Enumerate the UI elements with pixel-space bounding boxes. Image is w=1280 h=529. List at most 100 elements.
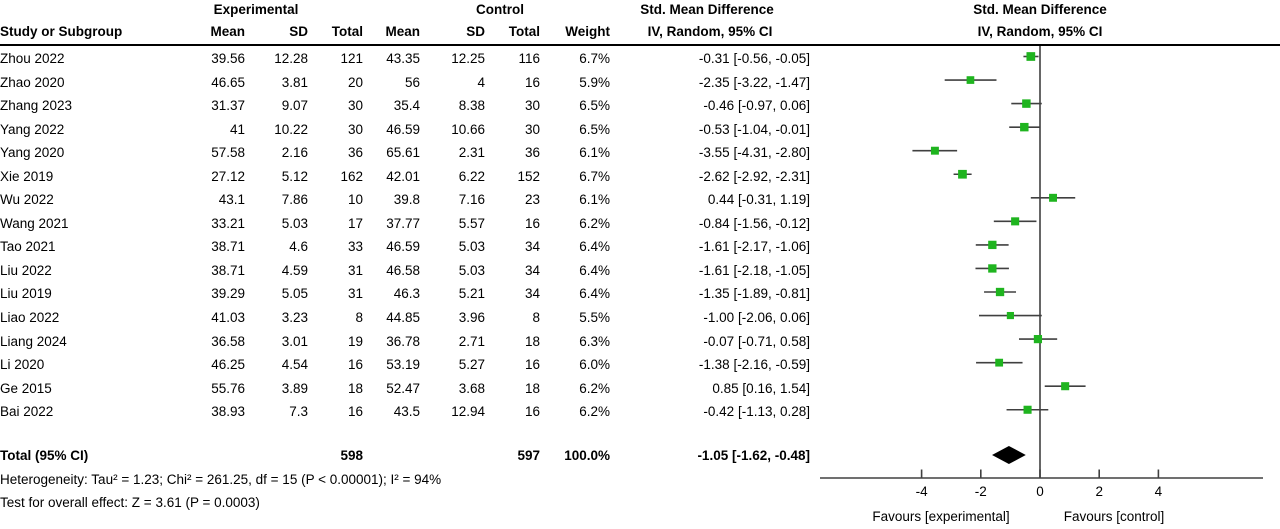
cell-exp-total: 18 xyxy=(347,380,363,396)
col-header-effect-ci: IV, Random, 95% CI xyxy=(647,24,773,40)
total-ci: -1.05 [-1.62, -0.48] xyxy=(697,448,810,463)
col-header-ctl-mean: Mean xyxy=(385,24,420,40)
total-label: Total (95% CI) xyxy=(0,448,89,463)
cell-ctl-sd: 7.16 xyxy=(458,192,485,208)
cell-effect-ci: -1.61 [-2.17, -1.06] xyxy=(698,239,810,255)
experimental-group-header: Experimental xyxy=(213,2,299,17)
cell-effect-ci: -1.35 [-1.89, -0.81] xyxy=(698,286,810,302)
control-group-header: Control xyxy=(476,2,524,17)
study-row: Li 2020 46.25 4.54 16 53.19 5.27 16 6.0% -1.38 [… xyxy=(0,353,810,377)
cell-effect-ci: -0.07 [-0.71, 0.58] xyxy=(703,333,810,349)
total-ctl-total: 597 xyxy=(517,448,540,463)
cell-ctl-mean: 65.61 xyxy=(386,145,420,161)
cell-exp-sd: 10.22 xyxy=(274,121,308,137)
total-diamond xyxy=(992,446,1026,464)
cell-ctl-total: 18 xyxy=(524,380,540,396)
plot-column-title: Std. Mean Difference xyxy=(973,2,1107,17)
heterogeneity-text: Heterogeneity: Tau² = 1.23; Chi² = 261.2… xyxy=(0,471,442,487)
cell-exp-sd: 5.03 xyxy=(281,215,308,231)
cell-ctl-sd: 12.25 xyxy=(451,51,485,67)
cell-ctl-mean: 46.59 xyxy=(386,239,420,255)
cell-exp-sd: 3.01 xyxy=(281,333,308,349)
cell-ctl-sd: 5.27 xyxy=(458,357,485,373)
cell-study-name: Liu 2022 xyxy=(0,262,52,278)
col-header-exp-mean: Mean xyxy=(210,24,245,40)
cell-weight: 6.4% xyxy=(579,262,610,278)
cell-ctl-total: 36 xyxy=(524,145,540,161)
axis-tick-label: 2 xyxy=(1095,484,1103,499)
cell-study-name: Zhou 2022 xyxy=(0,51,65,67)
study-row: Liang 2024 36.58 3.01 19 36.78 2.71 18 6.3% -0.0… xyxy=(0,330,810,354)
cell-weight: 6.1% xyxy=(579,145,610,161)
col-header-exp-total: Total xyxy=(331,24,363,40)
cell-weight: 6.1% xyxy=(579,192,610,208)
cell-ctl-sd: 3.68 xyxy=(458,380,485,396)
cell-exp-mean: 31.37 xyxy=(211,98,245,114)
cell-exp-sd: 5.12 xyxy=(281,168,308,184)
cell-exp-mean: 43.1 xyxy=(218,192,245,208)
cell-exp-sd: 12.28 xyxy=(274,51,308,67)
study-row: Wang 2021 33.21 5.03 17 37.77 5.57 16 6.2% -0.84… xyxy=(0,212,810,236)
header-divider-line xyxy=(0,44,1280,46)
cell-study-name: Liao 2022 xyxy=(0,310,60,326)
cell-ctl-total: 16 xyxy=(524,357,540,373)
cell-ctl-mean: 44.85 xyxy=(386,310,420,326)
cell-exp-mean: 38.71 xyxy=(211,262,245,278)
cell-exp-mean: 33.21 xyxy=(211,215,245,231)
cell-weight: 6.4% xyxy=(579,286,610,302)
cell-effect-ci: -3.55 [-4.31, -2.80] xyxy=(698,145,810,161)
cell-exp-sd: 7.86 xyxy=(281,192,308,208)
effect-marker xyxy=(1023,405,1032,414)
effect-marker xyxy=(1061,382,1070,391)
cell-ctl-sd: 4 xyxy=(477,74,485,90)
study-row: Yang 2020 57.58 2.16 36 65.61 2.31 36 6.1% -3.55… xyxy=(0,141,810,165)
cell-ctl-total: 34 xyxy=(524,286,540,302)
study-row: Liu 2019 39.29 5.05 31 46.3 5.21 34 6.4% -1.35 [… xyxy=(0,282,810,306)
cell-exp-total: 20 xyxy=(347,74,363,90)
cell-weight: 5.5% xyxy=(579,310,610,326)
study-row: Bai 2022 38.93 7.3 16 43.5 12.94 16 6.2% -0.42 [… xyxy=(0,400,810,424)
cell-ctl-total: 30 xyxy=(524,121,540,137)
cell-exp-total: 162 xyxy=(340,168,363,184)
cell-exp-sd: 4.54 xyxy=(281,357,308,373)
study-row: Zhou 2022 39.56 12.28 121 43.35 12.25 116 6.7% -… xyxy=(0,47,810,71)
study-row: Yang 2022 41 10.22 30 46.59 10.66 30 6.5% -0.53 … xyxy=(0,118,810,142)
cell-exp-total: 30 xyxy=(347,98,363,114)
cell-exp-total: 10 xyxy=(347,192,363,208)
effect-marker xyxy=(995,358,1004,367)
cell-weight: 5.9% xyxy=(579,74,610,90)
total-weight: 100.0% xyxy=(564,448,610,463)
cell-effect-ci: -2.35 [-3.22, -1.47] xyxy=(698,74,810,90)
study-row: Zhang 2023 31.37 9.07 30 35.4 8.38 30 6.5% -0.46… xyxy=(0,94,810,118)
cell-effect-ci: -0.42 [-1.13, 0.28] xyxy=(703,404,810,420)
cell-exp-sd: 7.3 xyxy=(289,404,308,420)
cell-exp-mean: 46.65 xyxy=(211,74,245,90)
cell-weight: 6.4% xyxy=(579,239,610,255)
cell-exp-total: 31 xyxy=(347,286,363,302)
cell-weight: 6.2% xyxy=(579,404,610,420)
cell-exp-total: 16 xyxy=(347,357,363,373)
cell-effect-ci: -1.61 [-2.18, -1.05] xyxy=(698,262,810,278)
effect-marker xyxy=(966,76,975,84)
overall-effect-text: Test for overall effect: Z = 3.61 (P = 0… xyxy=(0,495,260,511)
cell-ctl-total: 34 xyxy=(524,239,540,255)
cell-study-name: Bai 2022 xyxy=(0,404,54,420)
cell-ctl-sd: 5.21 xyxy=(458,286,485,302)
cell-ctl-sd: 5.03 xyxy=(458,262,485,278)
cell-exp-mean: 38.93 xyxy=(211,404,245,420)
study-row: Zhao 2020 46.65 3.81 20 56 4 16 5.9% -2.35 [-3.2… xyxy=(0,71,810,95)
cell-study-name: Liang 2024 xyxy=(0,333,67,349)
cell-ctl-mean: 46.59 xyxy=(386,121,420,137)
cell-weight: 6.5% xyxy=(579,121,610,137)
cell-study-name: Li 2020 xyxy=(0,357,45,373)
favours-right-label: Favours [control] xyxy=(1064,509,1165,524)
effect-marker xyxy=(988,240,997,250)
axis-tick-label: -2 xyxy=(975,484,987,499)
cell-exp-total: 33 xyxy=(347,239,363,255)
cell-effect-ci: -1.00 [-2.06, 0.06] xyxy=(703,310,810,326)
cell-ctl-mean: 42.01 xyxy=(386,168,420,184)
cell-ctl-mean: 43.35 xyxy=(386,51,420,67)
cell-ctl-total: 23 xyxy=(524,192,540,208)
cell-ctl-mean: 35.4 xyxy=(393,98,420,114)
cell-ctl-total: 16 xyxy=(524,215,540,231)
